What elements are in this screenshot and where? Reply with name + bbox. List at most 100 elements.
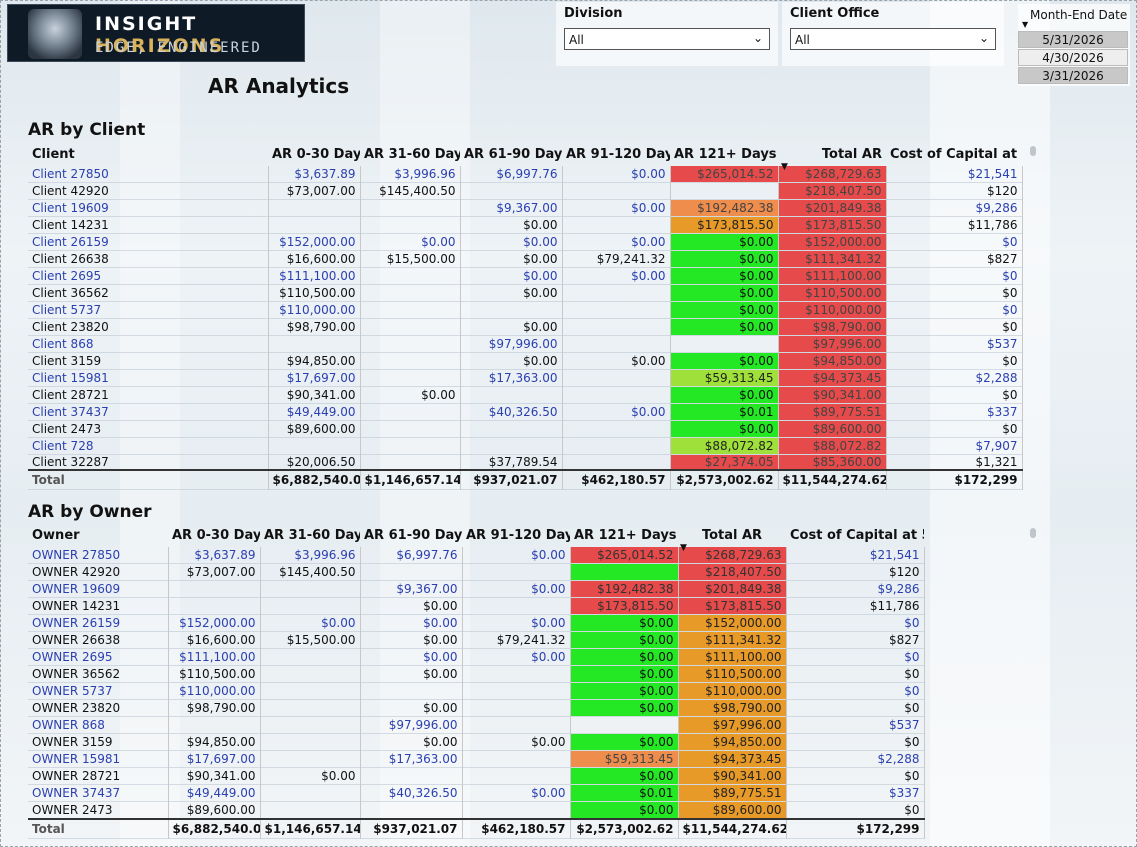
table-row[interactable]: OWNER 42920 $73,007.00 $145,400.50 $218,407… xyxy=(28,563,925,581)
table-row[interactable]: Client 32287 $20,006.50 $37,789.54 $27,374.… xyxy=(28,454,1023,471)
column-header[interactable]: AR 61-90 Days xyxy=(364,527,462,543)
table-row[interactable]: Client 19609 $9,367.00 $0.00 $192,482.38 $20… xyxy=(28,199,1023,217)
table-cell: $337 xyxy=(786,784,925,802)
table-row[interactable]: Client 23820 $98,790.00 $0.00 $0.00 $98,790.… xyxy=(28,318,1023,336)
table-cell: $110,500.00 xyxy=(678,665,787,683)
total-cell: $937,021.07 xyxy=(460,469,563,490)
table-cell: OWNER 28721 xyxy=(28,767,169,785)
table-cell: OWNER 3159 xyxy=(28,733,169,751)
table-row[interactable]: Client 5737 $110,000.00 $0.00 $110,000.00 $0 xyxy=(28,301,1023,319)
column-header[interactable]: AR 121+ Days xyxy=(574,527,677,543)
table-cell: $21,541 xyxy=(886,166,1023,183)
table-row[interactable]: Client 28721 $90,341.00 $0.00 $0.00 $90,341.… xyxy=(28,386,1023,404)
table-row[interactable]: OWNER 2473 $89,600.00 $0.00 $89,600.00 $0 xyxy=(28,801,925,820)
table-row[interactable]: Client 26638 $16,600.00 $15,500.00 $0.00 $79… xyxy=(28,250,1023,268)
column-header[interactable]: Cost of Capital at 5% xyxy=(890,146,1022,162)
table-row[interactable]: OWNER 23820 $98,790.00 $0.00 $0.00 $98,790.0… xyxy=(28,699,925,717)
table-cell: $59,313.45 xyxy=(570,750,679,768)
table-cell: $0 xyxy=(886,284,1023,302)
table-row[interactable]: OWNER 14231 $0.00 $173,815.50 $173,815.50 $1… xyxy=(28,597,925,615)
table-row[interactable]: OWNER 15981 $17,697.00 $17,363.00 $59,313.4… xyxy=(28,750,925,768)
table-cell: $9,286 xyxy=(886,199,1023,217)
column-header[interactable]: AR 61-90 Days xyxy=(464,146,562,162)
table-cell: $0.00 xyxy=(562,352,671,370)
table-cell: Client 37437 xyxy=(28,403,269,421)
column-header[interactable]: AR 91-120 Days xyxy=(566,146,670,162)
division-dropdown[interactable]: All ⌄ xyxy=(564,28,770,50)
table-cell xyxy=(360,563,463,581)
table-cell: $0.00 xyxy=(460,250,563,268)
table-row[interactable]: OWNER 868 $97,996.00 $97,996.00 $537 xyxy=(28,716,925,734)
table-cell: $0.00 xyxy=(460,267,563,285)
total-cell: $6,882,540.01 xyxy=(168,818,261,839)
table-cell: $3,996.96 xyxy=(360,166,461,183)
table-cell: $0 xyxy=(886,386,1023,404)
table-cell: $3,996.96 xyxy=(260,547,361,564)
column-header[interactable]: AR 31-60 Days xyxy=(364,146,460,162)
month-option[interactable]: 5/31/2026 xyxy=(1018,31,1128,48)
table-row[interactable]: Client 42920 $73,007.00 $145,400.50 $218,40… xyxy=(28,182,1023,200)
table-cell: Client 2473 xyxy=(28,420,269,438)
table-cell: $40,326.50 xyxy=(360,784,463,802)
table-header-row: Owner AR 0-30 Days AR 31-60 Days AR 61-9… xyxy=(28,523,924,547)
table-cell xyxy=(460,437,563,455)
table-cell: $16,600.00 xyxy=(268,250,361,268)
table-cell xyxy=(562,369,671,387)
table-row[interactable]: OWNER 28721 $90,341.00 $0.00 $0.00 $90,341.0… xyxy=(28,767,925,785)
table-row[interactable]: Client 868 $97,996.00 $97,996.00 $537 xyxy=(28,335,1023,353)
table-row[interactable]: Client 27850 $3,637.89 $3,996.96 $6,997.76 $… xyxy=(28,166,1023,183)
scrollbar-thumb[interactable] xyxy=(1030,528,1036,538)
table-cell: $111,100.00 xyxy=(168,648,261,666)
table-row[interactable]: Client 37437 $49,449.00 $40,326.50 $0.00 $0.… xyxy=(28,403,1023,421)
table-row[interactable]: Client 15981 $17,697.00 $17,363.00 $59,313.… xyxy=(28,369,1023,387)
table-row[interactable]: OWNER 2695 $111,100.00 $0.00 $0.00 $0.00 $111… xyxy=(28,648,925,666)
table-row[interactable]: Client 3159 $94,850.00 $0.00 $0.00 $0.00 $94,… xyxy=(28,352,1023,370)
table-cell xyxy=(360,216,461,234)
table-cell: $337 xyxy=(886,403,1023,421)
table-row[interactable]: OWNER 37437 $49,449.00 $40,326.50 $0.00 $0.0… xyxy=(28,784,925,802)
month-option[interactable]: 3/31/2026 xyxy=(1018,67,1128,84)
column-header[interactable]: Cost of Capital at 5% xyxy=(790,527,924,543)
column-header[interactable]: AR 121+ Days xyxy=(674,146,777,162)
table-row[interactable]: Client 2473 $89,600.00 $0.00 $89,600.00 $0 xyxy=(28,420,1023,438)
table-cell: $0.00 xyxy=(360,614,463,632)
table-row[interactable]: Client 14231 $0.00 $173,815.50 $173,815.50 $… xyxy=(28,216,1023,234)
column-header[interactable]: AR 91-120 Days xyxy=(466,527,570,543)
table-row[interactable]: Client 2695 $111,100.00 $0.00 $0.00 $0.00 $11… xyxy=(28,267,1023,285)
table-cell: $0 xyxy=(886,267,1023,285)
table-row[interactable]: OWNER 26638 $16,600.00 $15,500.00 $0.00 $79,… xyxy=(28,631,925,649)
sort-desc-icon[interactable]: ▼ xyxy=(781,162,788,172)
table-cell: $0 xyxy=(886,233,1023,251)
table-cell: $268,729.63 xyxy=(678,547,787,564)
column-header[interactable]: Owner xyxy=(32,527,80,543)
table-row[interactable]: OWNER 3159 $94,850.00 $0.00 $0.00 $0.00 $94,8… xyxy=(28,733,925,751)
column-header[interactable]: AR 0-30 Days xyxy=(172,527,260,543)
table-row[interactable]: OWNER 27850 $3,637.89 $3,996.96 $6,997.76 $0… xyxy=(28,547,925,564)
total-cell: Total xyxy=(28,469,269,490)
column-header[interactable]: Client xyxy=(32,146,75,162)
scrollbar-thumb[interactable] xyxy=(1030,146,1036,156)
table-row[interactable]: OWNER 26159 $152,000.00 $0.00 $0.00 $0.00 $0.… xyxy=(28,614,925,632)
column-header[interactable]: Total AR xyxy=(821,146,882,162)
table-cell: $90,341.00 xyxy=(678,767,787,785)
column-header[interactable]: AR 31-60 Days xyxy=(264,527,360,543)
table-row[interactable]: Client 36562 $110,500.00 $0.00 $0.00 $110,50… xyxy=(28,284,1023,302)
month-option[interactable]: 4/30/2026 xyxy=(1018,49,1128,66)
total-cell: $2,573,002.62 xyxy=(570,818,679,839)
table-cell: $0.00 xyxy=(460,284,563,302)
table-cell: $145,400.50 xyxy=(360,182,461,200)
table-row[interactable]: OWNER 36562 $110,500.00 $0.00 $0.00 $110,500… xyxy=(28,665,925,683)
table-row[interactable]: Client 728 $88,072.82 $88,072.82 $7,907 xyxy=(28,437,1023,455)
table-cell: $111,341.32 xyxy=(678,631,787,649)
sort-desc-icon[interactable]: ▼ xyxy=(680,543,687,553)
client-office-dropdown[interactable]: All ⌄ xyxy=(790,28,996,50)
table-row[interactable]: Client 26159 $152,000.00 $0.00 $0.00 $0.00 $0… xyxy=(28,233,1023,251)
table-cell: $537 xyxy=(886,335,1023,353)
page-title: AR Analytics xyxy=(208,74,350,98)
table-row[interactable]: OWNER 19609 $9,367.00 $0.00 $192,482.38 $201… xyxy=(28,580,925,598)
column-header[interactable]: AR 0-30 Days xyxy=(272,146,360,162)
table-row[interactable]: OWNER 5737 $110,000.00 $0.00 $110,000.00 $0 xyxy=(28,682,925,700)
table-cell: $0 xyxy=(786,699,925,717)
column-header[interactable]: Total AR xyxy=(701,527,763,543)
table-cell xyxy=(360,437,461,455)
